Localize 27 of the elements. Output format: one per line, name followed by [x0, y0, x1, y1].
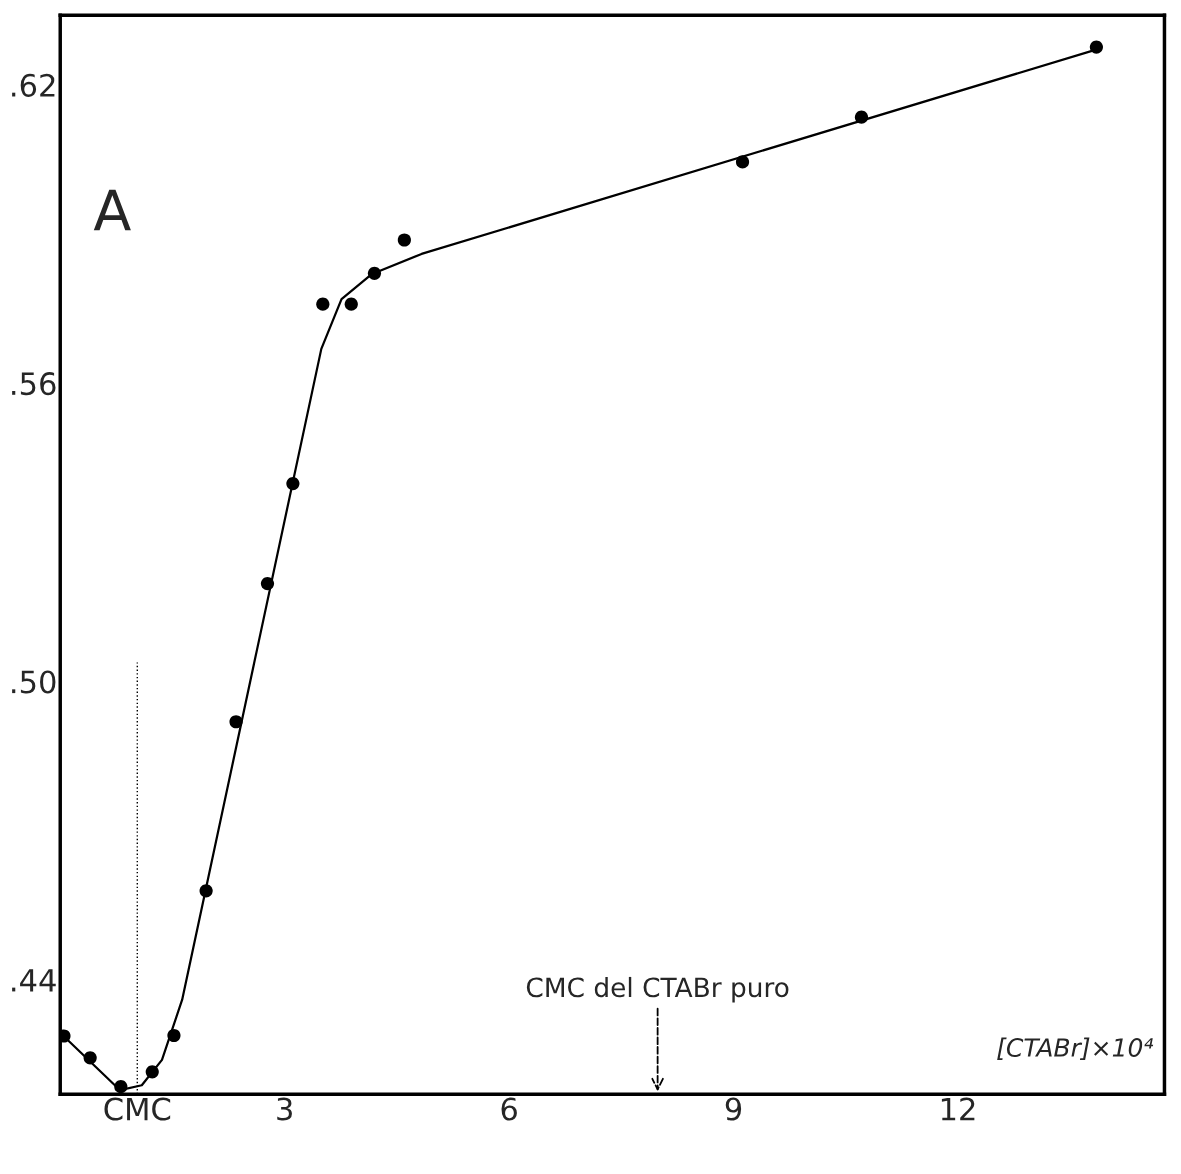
x-tick-label: 12	[941, 1097, 975, 1121]
point	[735, 155, 750, 169]
point	[854, 110, 869, 124]
point	[83, 1051, 97, 1065]
y-tick-label: .44	[12, 969, 56, 992]
x-tick-label: 6	[501, 1097, 517, 1121]
point	[344, 297, 358, 311]
y-tick-label: .56	[12, 372, 56, 396]
x-tick-label: CMC	[104, 1097, 171, 1121]
x-tick-label: 9	[725, 1097, 742, 1121]
point	[114, 1080, 128, 1094]
point	[199, 884, 213, 898]
annotation: CMC del CTABr puro	[526, 976, 789, 1003]
annotation: A	[93, 189, 131, 231]
point	[1089, 40, 1103, 54]
point	[229, 715, 243, 729]
point	[145, 1065, 159, 1079]
point	[167, 1028, 181, 1043]
x-tick-label: 3	[277, 1097, 292, 1121]
point	[286, 477, 300, 491]
x-axis-title: [CTABr]×10⁴	[997, 1037, 1154, 1060]
y-tick-label: .50	[12, 670, 56, 694]
y-tick-label: .62	[12, 73, 55, 97]
point	[260, 576, 275, 591]
point	[367, 266, 382, 280]
point	[397, 233, 411, 247]
point	[316, 297, 330, 311]
